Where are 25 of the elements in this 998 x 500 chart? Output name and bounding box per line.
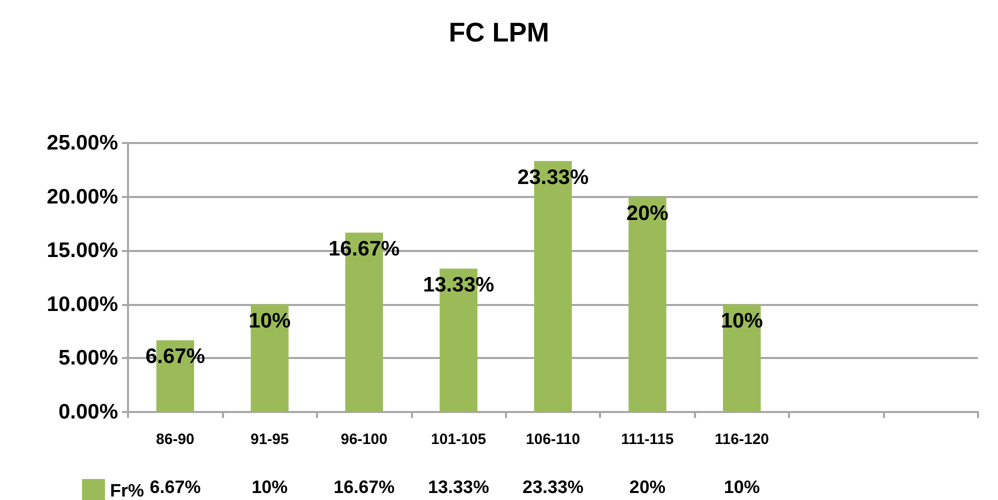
text: 16.67%	[328, 238, 400, 261]
y-tick-label: 15.00%	[46, 239, 118, 262]
x-tick-label: 106-110	[526, 431, 580, 448]
y-tick-label: 25.00%	[46, 132, 118, 154]
x-tick-label: 86-90	[156, 431, 194, 448]
data-label: 10%	[724, 477, 760, 497]
data-label: 10%	[252, 477, 288, 497]
x-tick-label: 91-95	[250, 431, 289, 448]
y-tick-label: 20.00%	[46, 185, 118, 208]
data-label: 20%	[629, 477, 666, 497]
chart-title: FC LPM	[448, 18, 550, 48]
data-label: 16.67%	[334, 477, 395, 497]
x-tick-label: 96-100	[340, 431, 388, 448]
data-label: 13.33%	[428, 477, 490, 497]
y-tick-label: 0.00%	[58, 400, 118, 424]
data-label: 23.33%	[522, 477, 584, 497]
y-tick-label: 5.00%	[58, 346, 118, 370]
y-tick-label: 10.00%	[46, 292, 118, 316]
data-label: 6.67%	[150, 477, 201, 497]
x-tick-label: 116-120	[714, 431, 770, 448]
x-tick-label: 101-105	[431, 431, 486, 448]
text: 6.67%	[145, 345, 205, 368]
bar	[628, 196, 666, 412]
x-tick-label: 111-115	[621, 431, 674, 448]
legend-label: Fr%	[110, 480, 144, 500]
